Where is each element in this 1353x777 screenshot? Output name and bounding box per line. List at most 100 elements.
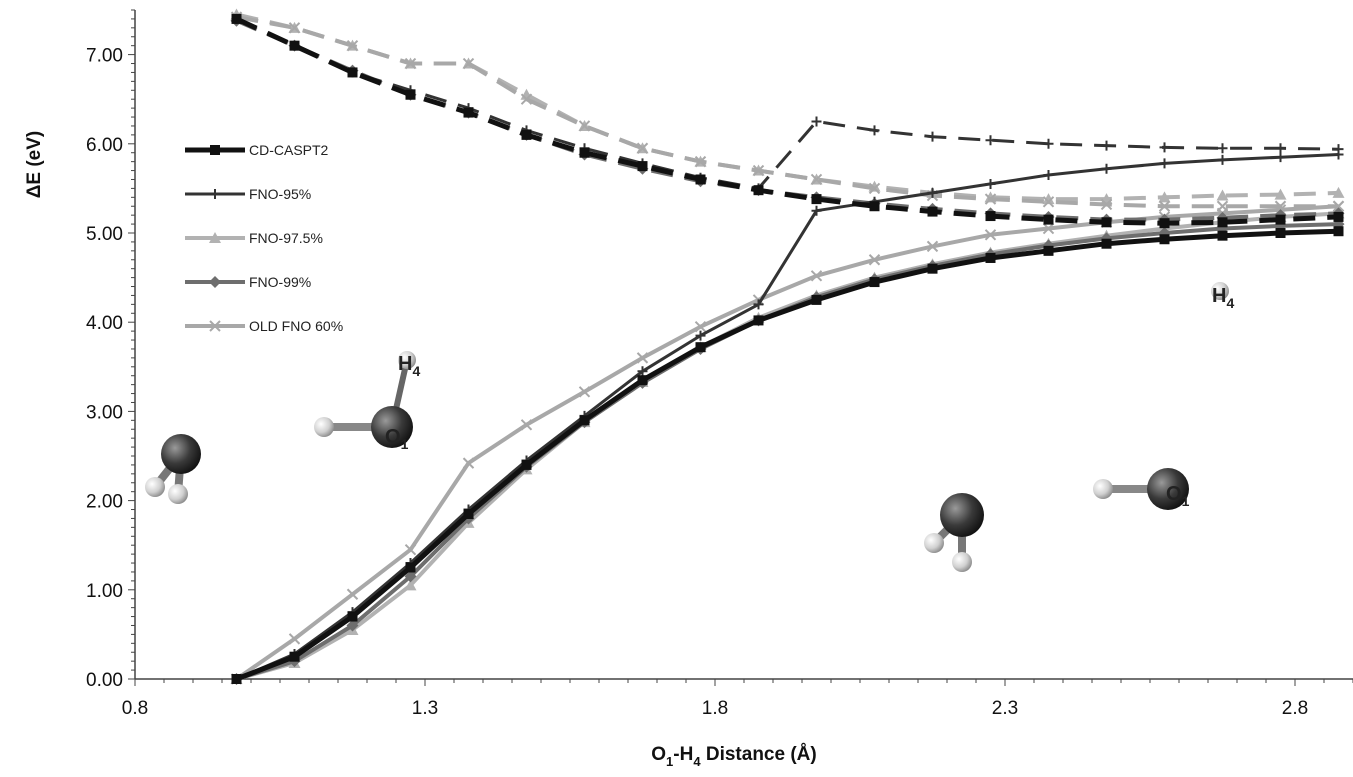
data-point [347,67,358,78]
axes: 0.00 1.00 2.00 3.00 4.00 5.00 6.00 7.00 0.8 1.3 1.… [24,9,1353,769]
data-point [985,178,996,189]
legend-marker [209,320,221,332]
data-point [695,342,706,353]
data-point [521,459,532,470]
data-point [1100,198,1113,211]
h4-label-left: H4 [398,353,420,379]
data-point [637,375,648,386]
data-point [637,366,648,377]
legend-label: FNO-99% [249,274,311,290]
data-point [752,164,765,177]
data-point [1043,245,1054,256]
legend-label: FNO-97.5% [249,230,323,246]
legend-item-old-fno-60: OLD FNO 60% [185,318,343,334]
data-point [404,57,417,70]
data-point [1043,214,1054,225]
data-point [1333,211,1344,222]
data-point [1101,238,1112,249]
y-tick-label: 4.00 [86,313,123,334]
data-point [695,330,706,341]
data-point [579,415,590,426]
data-point [810,270,823,282]
o1-label-right: O1 [1166,483,1190,509]
data-point [1043,170,1054,181]
data-point [1333,149,1344,160]
data-point [405,89,416,100]
series-line [235,211,1339,681]
data-point [346,39,359,52]
data-point [1101,140,1112,151]
legend-marker [210,189,220,199]
data-point [753,185,764,196]
data-point [694,155,707,168]
series-cd-caspt2-excited [231,13,1344,229]
data-point [289,651,300,662]
x-tick-label: 2.3 [992,698,1018,719]
data-point [869,125,880,136]
legend-item-cd-caspt2: CD-CASPT2 [185,142,329,158]
x-tick-label: 0.8 [122,698,148,719]
data-point [404,570,417,583]
data-point [463,107,474,118]
data-point [811,205,822,216]
data-point [636,352,649,364]
y-tick-label: 2.00 [86,492,123,513]
data-point [753,315,764,326]
water-molecule-right [924,493,984,572]
data-point [985,135,996,146]
legend: CD-CASPT2 FNO-95% FNO-97.5% FNO-99% OLD FNO … [185,142,343,334]
data-point [984,229,997,241]
data-point [1042,193,1055,205]
data-point [927,187,938,198]
series-cd-caspt2-ground [231,226,1344,684]
data-point [1217,154,1228,165]
data-point [636,142,649,154]
data-point [984,193,997,205]
series-line [235,18,1339,222]
series-line [235,153,1339,681]
data-point [462,57,475,70]
data-point [927,263,938,274]
legend-marker [209,232,221,243]
data-point [405,562,416,573]
hydrogen-atom-right [1211,282,1229,300]
data-point [1043,138,1054,149]
hydroxyl-molecule-left [314,351,416,448]
data-point [695,174,706,185]
series-line [235,17,1339,190]
data-point [1159,158,1170,169]
legend-label: FNO-95% [249,186,311,202]
series-line [235,228,1339,682]
data-point [1042,196,1055,208]
data-point [927,206,938,217]
series-old-fno-60-ground [230,200,1345,685]
x-tick-label: 1.3 [412,698,438,719]
data-point [579,147,590,158]
series-line [235,16,1339,226]
data-point [231,13,242,24]
data-point [520,93,533,105]
y-tick-label: 5.00 [86,224,123,245]
data-point [1042,222,1055,235]
legend-marker [210,145,220,155]
data-point [288,22,301,34]
data-point [288,633,301,645]
data-point [1158,200,1171,212]
data-point [1275,152,1286,163]
data-point [231,674,242,684]
data-point [811,294,822,305]
data-point [1332,200,1345,212]
data-point [811,194,822,205]
data-point [869,277,880,288]
data-point [404,543,417,556]
data-point [694,320,707,333]
legend-item-fno-99: FNO-99% [185,274,311,290]
data-point [1159,142,1170,153]
data-point [1216,189,1229,201]
data-point [1217,143,1228,154]
data-point [1275,214,1286,225]
data-point [1333,226,1344,237]
data-point [926,240,939,253]
y-tick-label: 6.00 [86,135,123,156]
data-point [578,386,591,398]
